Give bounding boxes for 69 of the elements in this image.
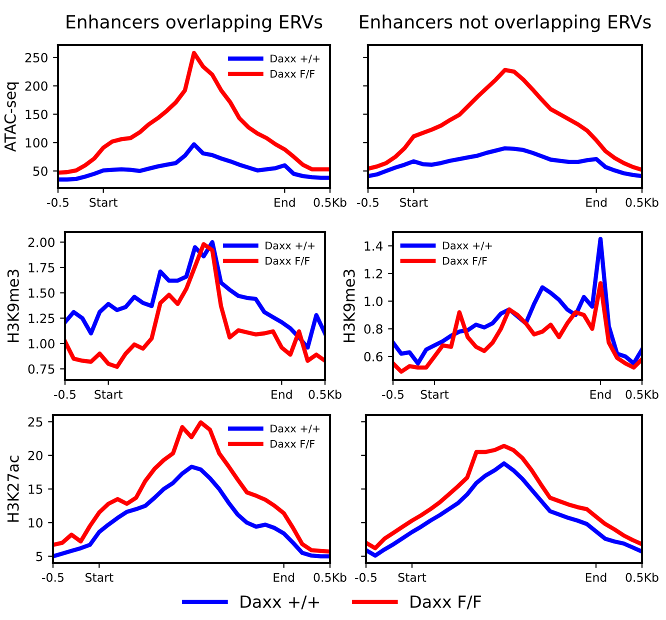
legend-label: Daxx +/+ (266, 242, 315, 250)
line-series (393, 236, 642, 366)
x-tick-label: Start (398, 572, 426, 582)
x-tick-label: 0.5Kb (626, 198, 658, 207)
y-tick-label: 50 (33, 166, 48, 176)
y-tick-label: 1.50 (28, 288, 54, 298)
y-tick-label: 1.2 (364, 268, 382, 278)
y-tick-label: 2.00 (28, 238, 54, 248)
legend-label: Daxx +/+ (240, 596, 319, 610)
y-tick-label: 15 (28, 484, 42, 494)
y-tick-label: 1.75 (28, 263, 54, 272)
x-tick-label: End (272, 390, 292, 399)
x-tick-label: End (274, 572, 294, 582)
line-series (53, 464, 330, 558)
y-axis-title: H3K27ac (7, 456, 19, 522)
y-tick-label: 0.75 (28, 364, 54, 374)
line-series (53, 420, 330, 554)
x-tick-label: -0.5 (382, 390, 404, 399)
y-tick-label: 1.00 (28, 338, 54, 348)
y-tick-label: 1.4 (364, 241, 383, 251)
x-tick-label: -0.5 (47, 198, 68, 207)
x-tick-label: End (590, 390, 611, 399)
y-axis-title: H3K9me3 (7, 270, 19, 342)
legend-label: Daxx +/+ (442, 242, 492, 250)
x-tick-label: Start (90, 198, 118, 207)
legend-label: Daxx F/F (270, 70, 315, 79)
y-tick-label: 20 (28, 450, 42, 460)
y-tick-label: 1.25 (28, 314, 54, 324)
x-tick-label: 0.5Kb (626, 572, 658, 582)
legend-label: Daxx +/+ (270, 54, 320, 64)
line-series (393, 281, 642, 374)
x-tick-label: End (586, 572, 606, 582)
x-tick-label: Start (94, 390, 122, 399)
y-tick-label: 5 (36, 552, 42, 562)
chart-title: Enhancers not overlapping ERVs (360, 14, 651, 32)
x-tick-label: -0.5 (357, 198, 378, 207)
line-series (65, 242, 325, 369)
y-tick-label: 1.0 (364, 296, 382, 306)
legend-label: Daxx F/F (442, 256, 487, 266)
y-axis-title: ATAC-seq (4, 82, 19, 152)
x-tick-label: Start (86, 572, 114, 582)
x-tick-label: End (586, 198, 606, 207)
x-tick-label: -0.5 (42, 572, 64, 582)
y-tick-label: 10 (28, 518, 42, 528)
x-tick-label: -0.5 (355, 572, 376, 582)
y-tick-label: 0.8 (364, 324, 382, 334)
x-tick-label: 0.5Kb (314, 572, 346, 582)
y-tick-label: 0.6 (364, 352, 382, 362)
x-tick-label: 0.5Kb (314, 198, 346, 207)
line-series (58, 50, 330, 175)
chart-title: Enhancers overlapping ERVs (66, 14, 322, 32)
y-tick-label: 25 (28, 417, 42, 427)
legend-label: Daxx F/F (410, 596, 481, 610)
x-tick-label: Start (400, 198, 428, 207)
line-series (58, 142, 330, 182)
y-tick-label: 200 (25, 81, 48, 91)
y-tick-label: 150 (26, 110, 48, 120)
legend-label: Daxx F/F (270, 440, 315, 449)
x-tick-label: 0.5Kb (626, 390, 658, 399)
legend-label: Daxx F/F (266, 256, 310, 266)
y-tick-label: 250 (25, 52, 48, 62)
y-axis-title: H3K9me3 (343, 270, 355, 342)
x-tick-label: End (274, 198, 295, 207)
x-tick-label: Start (420, 390, 449, 399)
x-tick-label: -0.5 (54, 390, 76, 399)
y-tick-label: 100 (26, 138, 48, 148)
x-tick-label: 0.5Kb (308, 390, 342, 399)
line-series (65, 240, 325, 350)
legend-label: Daxx +/+ (270, 424, 320, 434)
